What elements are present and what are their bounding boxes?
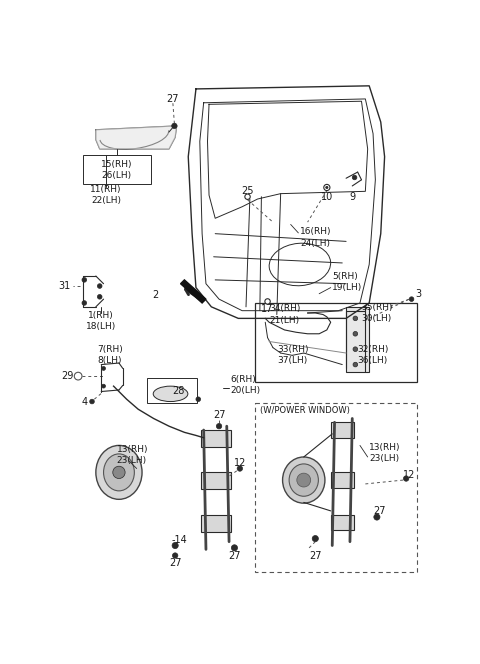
Text: 11(RH)
22(LH): 11(RH) 22(LH) [90,185,121,205]
Text: 6(RH)
20(LH): 6(RH) 20(LH) [230,374,261,394]
Text: 1(RH)
18(LH): 1(RH) 18(LH) [86,311,116,331]
Bar [83,155,151,185]
Circle shape [324,185,330,191]
Ellipse shape [104,454,134,491]
Circle shape [82,301,86,305]
Circle shape [404,476,409,481]
Text: 27: 27 [213,410,225,420]
Bar [201,472,230,489]
Text: 12: 12 [234,458,246,468]
Text: 28: 28 [172,386,184,396]
Circle shape [90,399,94,404]
Bar [201,515,230,532]
Circle shape [353,363,358,367]
Text: 27: 27 [169,558,181,568]
Text: 31: 31 [58,281,71,291]
Bar [331,422,354,438]
Circle shape [409,297,414,301]
Circle shape [297,473,311,487]
Circle shape [265,299,270,304]
Text: 13(RH)
23(LH): 13(RH) 23(LH) [369,443,401,463]
Circle shape [75,373,81,379]
Text: 25: 25 [241,187,254,197]
Circle shape [245,194,250,199]
Text: 17: 17 [262,304,274,314]
Bar [331,515,354,530]
Text: 13(RH)
23(LH): 13(RH) 23(LH) [117,446,148,465]
Circle shape [352,175,357,180]
Ellipse shape [289,464,318,496]
Circle shape [172,124,177,129]
Text: 4: 4 [82,396,88,406]
Text: (W/POWER WINDOW): (W/POWER WINDOW) [260,406,350,415]
Bar [201,430,230,447]
Ellipse shape [96,446,142,499]
Circle shape [312,536,318,542]
Circle shape [97,284,102,288]
Ellipse shape [283,457,325,503]
Text: 3: 3 [415,289,421,299]
Circle shape [97,295,102,299]
Circle shape [172,542,178,548]
Circle shape [172,553,178,558]
Text: 10: 10 [321,193,333,203]
Text: -14: -14 [171,535,187,545]
Bar [255,403,417,572]
Bar [331,472,354,488]
Circle shape [353,331,358,336]
Bar [346,307,369,373]
Polygon shape [180,280,206,303]
Text: 27: 27 [167,94,179,104]
Circle shape [102,367,106,371]
Text: 12: 12 [403,469,415,479]
Circle shape [82,278,86,282]
Text: 27: 27 [309,550,322,560]
Text: 34(RH)
21(LH): 34(RH) 21(LH) [269,305,300,325]
Circle shape [353,316,358,321]
Text: 7(RH)
8(LH): 7(RH) 8(LH) [97,345,122,365]
Circle shape [196,397,201,402]
Circle shape [216,424,222,429]
Circle shape [374,514,380,520]
Text: 27: 27 [228,550,240,560]
Text: 5(RH)
19(LH): 5(RH) 19(LH) [332,272,362,292]
Bar [147,378,197,403]
Ellipse shape [153,386,188,402]
Circle shape [353,347,358,351]
Text: 35(RH)
30(LH): 35(RH) 30(LH) [361,303,393,323]
Text: 27: 27 [373,506,385,516]
Text: 9: 9 [349,192,355,202]
Text: 2: 2 [152,290,158,300]
Circle shape [74,373,82,380]
Circle shape [102,384,106,388]
Circle shape [326,187,328,189]
Circle shape [231,544,238,551]
Text: 15(RH)
26(LH): 15(RH) 26(LH) [101,160,132,180]
Text: 32(RH)
36(LH): 32(RH) 36(LH) [358,345,389,365]
Text: 33(RH)
37(LH): 33(RH) 37(LH) [277,345,308,365]
Circle shape [237,466,242,471]
Circle shape [113,466,125,479]
Text: 16(RH)
24(LH): 16(RH) 24(LH) [300,228,331,248]
Polygon shape [96,126,177,149]
Bar [255,303,417,382]
Text: 29: 29 [61,371,73,381]
